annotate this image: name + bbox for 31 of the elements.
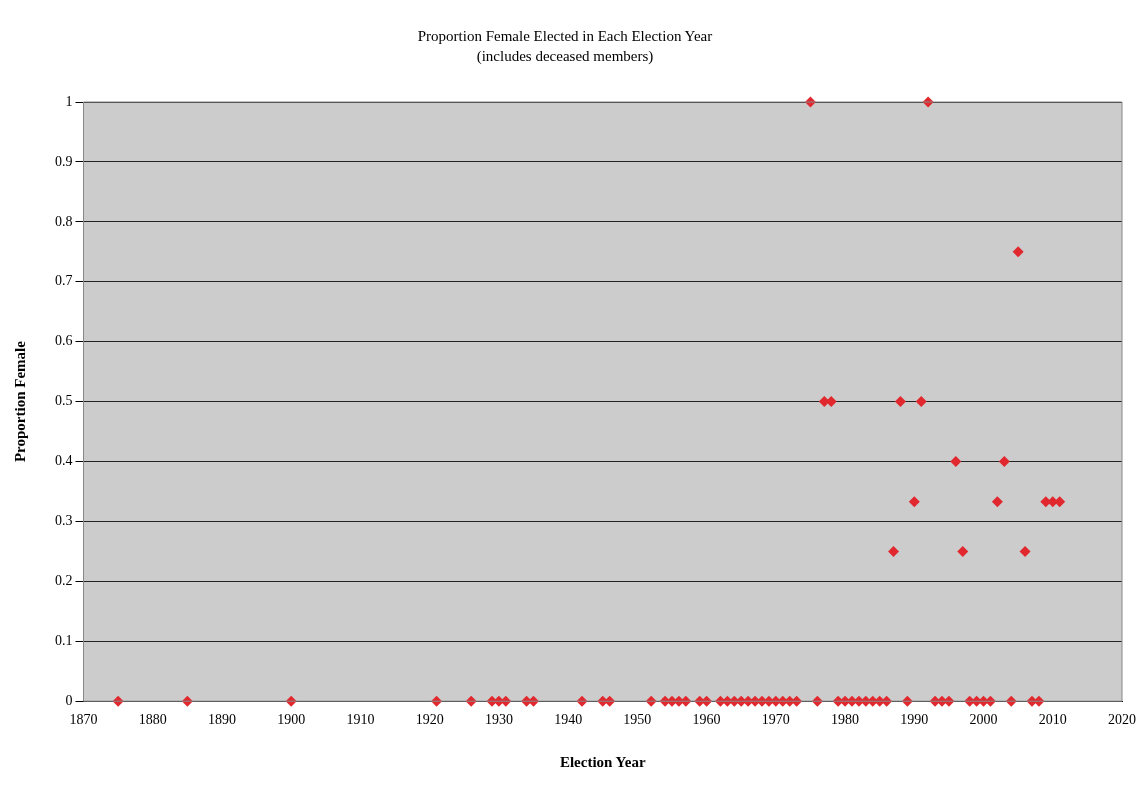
x-axis-title: Election Year <box>559 753 646 770</box>
y-tick-label: 0.2 <box>55 573 73 589</box>
x-tick-label: 1920 <box>415 712 444 728</box>
x-tick-label: 1940 <box>554 712 583 728</box>
x-tick-label: 1890 <box>207 712 236 728</box>
x-tick-label: 1960 <box>692 712 721 728</box>
y-tick-label: 0 <box>65 692 73 708</box>
x-tick-label: 1980 <box>831 712 860 728</box>
x-tick-label: 1970 <box>761 712 790 728</box>
x-tick-label: 1990 <box>900 712 929 728</box>
y-tick-label: 0.3 <box>55 513 73 529</box>
x-tick-label: 1910 <box>346 712 375 728</box>
x-tick-label: 2010 <box>1038 712 1067 728</box>
y-tick-label: 0.7 <box>55 273 73 289</box>
y-axis-title: Proportion Female <box>11 340 28 463</box>
x-tick-label: 1880 <box>138 712 167 728</box>
y-tick-label: 0.9 <box>55 153 73 169</box>
chart-title: Proportion Female Elected in Each Election Year <box>417 27 713 44</box>
y-tick-label: 0.1 <box>55 632 73 648</box>
x-tick-label: 2000 <box>969 712 998 728</box>
y-tick-label: 0.5 <box>55 393 73 409</box>
x-tick-label: 1930 <box>484 712 513 728</box>
x-tick-label: 1950 <box>623 712 652 728</box>
y-tick-label: 0.6 <box>55 333 73 349</box>
y-tick-label: 1 <box>65 93 73 109</box>
y-tick-label: 0.4 <box>55 453 73 469</box>
x-tick-label: 1870 <box>69 712 98 728</box>
x-tick-label: 1900 <box>277 712 306 728</box>
y-tick-label: 0.8 <box>55 213 73 229</box>
chart-subtitle: (includes deceased members) <box>476 47 654 65</box>
x-tick-label: 2020 <box>1108 712 1136 728</box>
